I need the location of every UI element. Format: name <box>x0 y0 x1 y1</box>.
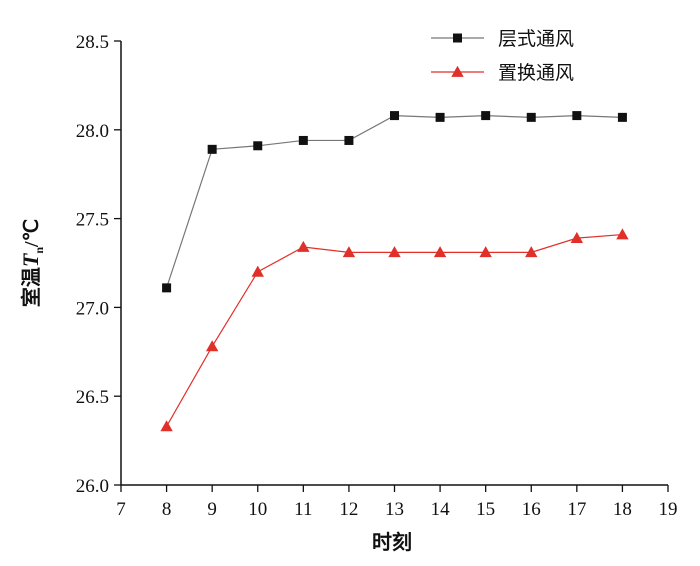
series-point <box>342 246 356 258</box>
legend-item-1: 层式通风 <box>431 28 574 50</box>
y-tick-label: 26.5 <box>76 387 109 408</box>
legend-item-2: 置换通风 <box>431 62 574 84</box>
y-tick-label: 27.5 <box>76 210 109 231</box>
series-point <box>479 246 492 258</box>
series-point <box>160 420 173 432</box>
y-tick-label: 28.0 <box>76 121 109 142</box>
x-tick-label: 18 <box>613 499 632 520</box>
y-tick-label: 27.0 <box>76 298 109 319</box>
x-tick-label: 10 <box>248 499 267 520</box>
y-axis-title: 室温Tn/℃ <box>18 219 46 307</box>
series-point <box>572 111 582 121</box>
series-point <box>207 144 217 154</box>
series-point <box>253 141 263 151</box>
x-axis-ticks: 7 8 9 10 11 12 13 14 15 16 17 18 19 <box>116 485 678 520</box>
y-tick-label: 28.5 <box>76 32 109 53</box>
y-axis-ticks: 26.0 26.5 27.0 27.5 28.0 28.5 <box>76 32 121 497</box>
y-axis-title-subscript: n <box>32 247 46 254</box>
x-tick-label: 8 <box>162 499 172 520</box>
series-point <box>525 246 538 258</box>
series-1 <box>162 111 627 293</box>
series-point <box>526 112 536 122</box>
y-axis-title-unit: /℃ <box>21 219 43 248</box>
x-axis-title: 时刻 <box>372 530 412 554</box>
legend-marker <box>451 65 464 77</box>
y-axis-title-prefix: 室温 <box>19 267 43 307</box>
series-point <box>388 246 401 258</box>
x-tick-label: 7 <box>116 499 126 520</box>
series-point <box>616 228 629 240</box>
x-tick-label: 13 <box>385 499 404 520</box>
series-point <box>162 283 172 293</box>
x-tick-label: 11 <box>294 499 312 520</box>
x-tick-label: 15 <box>476 499 495 520</box>
x-tick-label: 9 <box>207 499 217 520</box>
x-tick-label: 16 <box>522 499 541 520</box>
series-point <box>297 240 310 252</box>
series-point <box>617 112 627 122</box>
series-point <box>570 231 584 243</box>
legend-label: 层式通风 <box>498 28 574 50</box>
x-tick-label: 19 <box>659 499 678 520</box>
y-tick-label: 26.0 <box>76 476 109 497</box>
axes <box>120 41 668 486</box>
series-point <box>205 340 219 352</box>
legend-marker <box>453 33 462 43</box>
series-point <box>433 246 447 258</box>
legend-label: 置换通风 <box>498 62 574 84</box>
series-point <box>344 135 354 145</box>
series-layer <box>160 111 629 432</box>
x-tick-label: 14 <box>431 499 451 520</box>
x-tick-label: 12 <box>339 499 358 520</box>
series-point <box>481 111 491 121</box>
series-2 <box>160 228 629 432</box>
series-line <box>166 233 623 427</box>
x-tick-label: 17 <box>567 499 586 520</box>
y-axis-title-symbol: T <box>18 252 43 267</box>
series-point <box>251 265 264 277</box>
series-point <box>435 112 445 122</box>
series-point <box>298 135 308 145</box>
series-point <box>390 111 399 121</box>
series-line <box>166 114 623 289</box>
